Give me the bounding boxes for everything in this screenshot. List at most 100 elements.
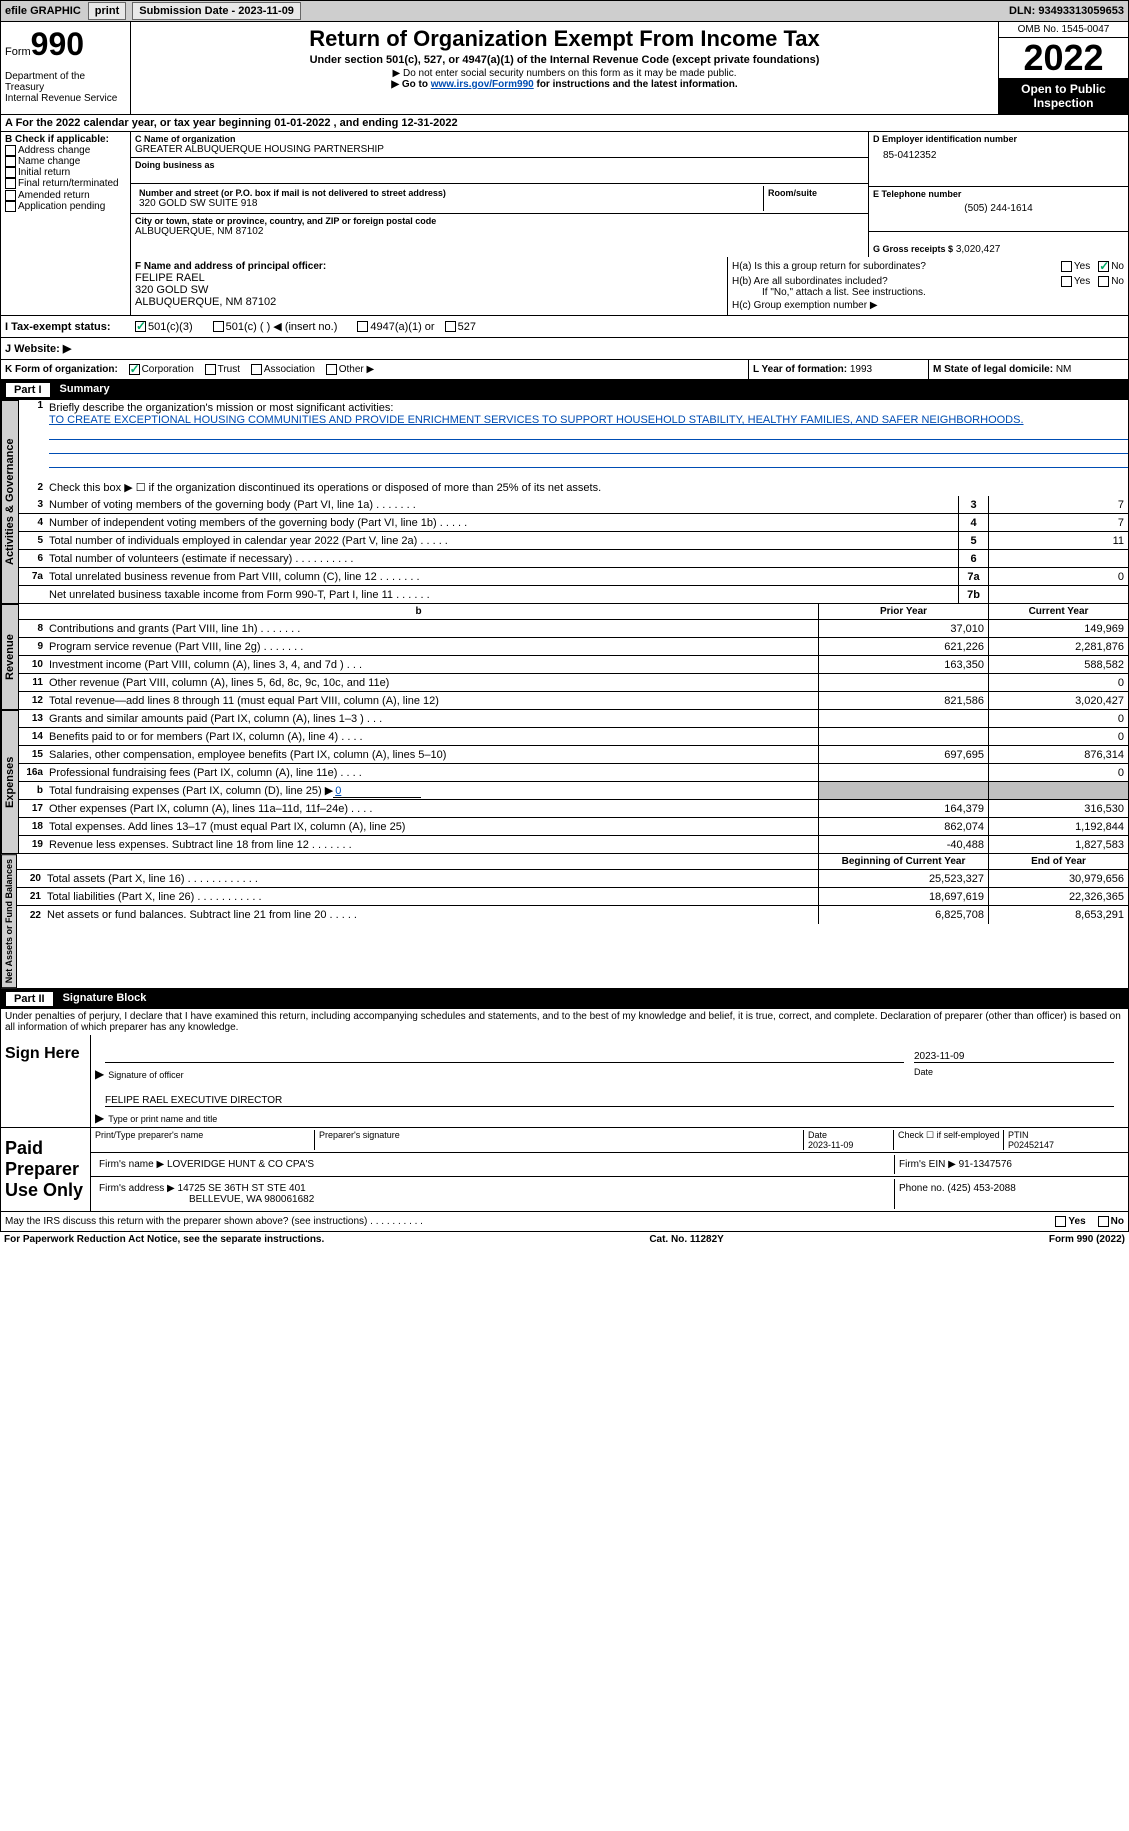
ein: 85-0412352 [873, 144, 1124, 167]
tab-expenses: Expenses [1, 710, 19, 854]
dept-treasury: Department of the Treasury [5, 71, 126, 93]
check-app-pending: Application pending [5, 201, 126, 212]
current-year-hdr: Current Year [988, 604, 1128, 619]
checkbox-icon[interactable] [1055, 1216, 1066, 1227]
subtitle-2: ▶ Do not enter social security numbers o… [135, 68, 994, 79]
state-domicile: NM [1056, 364, 1072, 375]
col-fg-body: F Name and address of principal officer:… [131, 257, 728, 315]
col-m: M State of legal domicile: NM [928, 360, 1128, 379]
print-button[interactable]: print [88, 2, 126, 20]
signature-officer-label: Signature of officer [95, 1067, 914, 1081]
row-klm: K Form of organization: Corporation Trus… [0, 360, 1129, 380]
row-j: J Website: ▶ [0, 338, 1129, 360]
part-title: Summary [60, 383, 110, 397]
sign-body: 2023-11-09 Signature of officer Date FEL… [91, 1035, 1128, 1127]
footer-mid: Cat. No. 11282Y [649, 1234, 723, 1245]
street-address: 320 GOLD SW SUITE 918 [139, 198, 759, 209]
checkbox-icon[interactable] [5, 201, 16, 212]
col-c: C Name of organization GREATER ALBUQUERQ… [131, 132, 868, 257]
checkbox-icon[interactable] [445, 321, 456, 332]
col-b: B Check if applicable: Address change Na… [1, 132, 131, 257]
checkbox-icon[interactable] [357, 321, 368, 332]
col-k: K Form of organization: Corporation Trus… [1, 360, 748, 379]
tab-net-assets: Net Assets or Fund Balances [1, 854, 17, 988]
header-mid: Return of Organization Exempt From Incom… [131, 22, 998, 114]
penalty-text: Under penalties of perjury, I declare th… [0, 1009, 1129, 1035]
ein-cell: D Employer identification number 85-0412… [869, 132, 1128, 187]
checkbox-icon[interactable] [251, 364, 262, 375]
checkbox-icon[interactable] [205, 364, 216, 375]
irs-label: Internal Revenue Service [5, 93, 126, 104]
check-address-change: Address change [5, 145, 126, 156]
line-7b: Net unrelated business taxable income fr… [19, 586, 1128, 604]
line-21: 21Total liabilities (Part X, line 26) . … [17, 888, 1128, 906]
checkbox-checked-icon[interactable] [135, 321, 146, 332]
col-f [1, 257, 131, 315]
check-amended: Amended return [5, 190, 126, 201]
line-8: 8Contributions and grants (Part VIII, li… [19, 620, 1128, 638]
org-name-cell: C Name of organization GREATER ALBUQUERQ… [131, 132, 868, 158]
firm-phone: (425) 453-2088 [947, 1183, 1015, 1194]
end-year-hdr: End of Year [988, 854, 1128, 869]
rev-header-row: b Prior Year Current Year [19, 604, 1128, 620]
checkbox-icon[interactable] [1098, 1216, 1109, 1227]
line-5: 5Total number of individuals employed in… [19, 532, 1128, 550]
firm-ein: 91-1347576 [959, 1159, 1012, 1170]
part-2-header: Part II Signature Block [0, 989, 1129, 1009]
val-4: 7 [988, 514, 1128, 531]
line-16b: bTotal fundraising expenses (Part IX, co… [19, 782, 1128, 800]
footer-left: For Paperwork Reduction Act Notice, see … [4, 1234, 324, 1245]
city-cell: City or town, state or province, country… [131, 214, 868, 239]
checkbox-icon[interactable] [1061, 276, 1072, 287]
rev-body: b Prior Year Current Year 8Contributions… [19, 604, 1128, 710]
gross-receipts-cell: G Gross receipts $ 3,020,427 [869, 232, 1128, 257]
line-18: 18Total expenses. Add lines 13–17 (must … [19, 818, 1128, 836]
date-label: Date [914, 1067, 1124, 1081]
checkbox-icon[interactable] [1098, 276, 1109, 287]
line-15: 15Salaries, other compensation, employee… [19, 746, 1128, 764]
line-12: 12Total revenue—add lines 8 through 11 (… [19, 692, 1128, 710]
print-name-label: Type or print name and title [95, 1111, 217, 1125]
line-17: 17Other expenses (Part IX, column (A), l… [19, 800, 1128, 818]
hc-label: H(c) Group exemption number ▶ [732, 300, 1124, 311]
tax-year: 2022 [999, 38, 1128, 78]
city-state-zip: ALBUQUERQUE, NM 87102 [135, 226, 864, 237]
discuss-row: May the IRS discuss this return with the… [0, 1212, 1129, 1232]
header-left: Form990 Department of the Treasury Inter… [1, 22, 131, 114]
section-fgh: F Name and address of principal officer:… [0, 257, 1129, 316]
expenses-section: Expenses 13Grants and similar amounts pa… [0, 710, 1129, 854]
subtitle-1: Under section 501(c), 527, or 4947(a)(1)… [135, 54, 994, 66]
line-22: 22Net assets or fund balances. Subtract … [17, 906, 1128, 924]
checkbox-icon[interactable] [5, 156, 16, 167]
checkbox-icon[interactable] [326, 364, 337, 375]
submission-date-button[interactable]: Submission Date - 2023-11-09 [132, 2, 301, 20]
checkbox-icon[interactable] [5, 167, 16, 178]
exp-body: 13Grants and similar amounts paid (Part … [19, 710, 1128, 854]
checkbox-icon[interactable] [1061, 261, 1072, 272]
line-9: 9Program service revenue (Part VIII, lin… [19, 638, 1128, 656]
checkbox-checked-icon[interactable] [129, 364, 140, 375]
irs-link[interactable]: www.irs.gov/Form990 [431, 79, 534, 90]
line-10: 10Investment income (Part VIII, column (… [19, 656, 1128, 674]
officer-addr2: ALBUQUERQUE, NM 87102 [135, 296, 723, 308]
phone: (505) 244-1614 [873, 199, 1124, 214]
omb-number: OMB No. 1545-0047 [999, 22, 1128, 38]
revenue-section: Revenue b Prior Year Current Year 8Contr… [0, 604, 1129, 710]
checkbox-icon[interactable] [5, 145, 16, 156]
na-body: Beginning of Current Year End of Year 20… [17, 854, 1128, 988]
checkbox-icon[interactable] [213, 321, 224, 332]
dba-cell: Doing business as [131, 158, 868, 184]
checkbox-icon[interactable] [5, 190, 16, 201]
row-i: I Tax-exempt status: 501(c)(3) 501(c) ( … [0, 316, 1129, 338]
part-title: Signature Block [63, 992, 147, 1006]
activities-governance: Activities & Governance 1 Briefly descri… [0, 400, 1129, 604]
paid-preparer-label: Paid Preparer Use Only [1, 1128, 91, 1211]
header-right: OMB No. 1545-0047 2022 Open to Public In… [998, 22, 1128, 114]
dln-label: DLN: 93493313059653 [1005, 5, 1128, 17]
form-label: Form990 [5, 26, 126, 63]
line-11: 11Other revenue (Part VIII, column (A), … [19, 674, 1128, 692]
row-a: A For the 2022 calendar year, or tax yea… [0, 115, 1129, 132]
checkbox-icon[interactable] [5, 178, 16, 189]
checkbox-checked-icon[interactable] [1098, 261, 1109, 272]
sign-here-section: Sign Here 2023-11-09 Signature of office… [0, 1035, 1129, 1128]
